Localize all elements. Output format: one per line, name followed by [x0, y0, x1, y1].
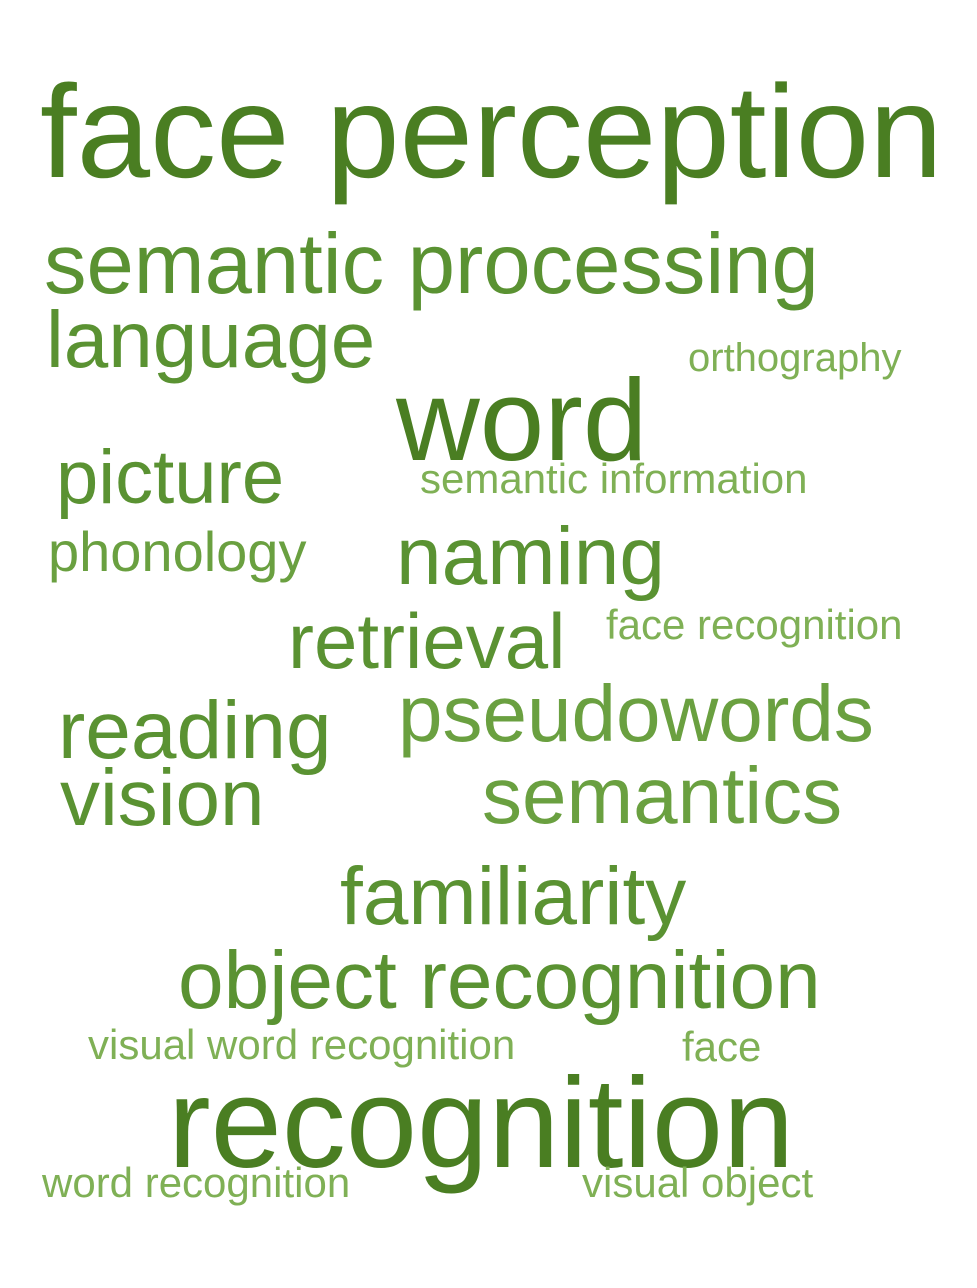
- word-pseudowords: pseudowords: [398, 669, 874, 758]
- word-semantic-information: semantic information: [420, 455, 808, 502]
- word-visual-word-recognition: visual word recognition: [88, 1021, 516, 1068]
- word-language: language: [46, 295, 376, 384]
- word-naming: naming: [396, 511, 665, 602]
- word-face-recognition: face recognition: [606, 601, 903, 648]
- word-word-recognition: word recognition: [42, 1159, 351, 1206]
- word-word: word: [396, 355, 648, 485]
- word-orthography: orthography: [688, 336, 902, 380]
- word-semantics: semantics: [482, 751, 843, 840]
- word-face-perception: face perception: [40, 58, 943, 205]
- word-recognition: recognition: [168, 1052, 795, 1195]
- word-reading: reading: [58, 685, 332, 776]
- word-familiarity: familiarity: [340, 851, 687, 942]
- word-phonology: phonology: [48, 520, 307, 583]
- word-object-recognition: object recognition: [178, 935, 821, 1026]
- word-face: face: [682, 1023, 762, 1070]
- word-visual-object: visual object: [582, 1159, 814, 1206]
- word-semantic-processing: semantic processing: [44, 217, 819, 312]
- word-retrieval: retrieval: [288, 597, 566, 685]
- word-vision: vision: [60, 753, 265, 842]
- word-picture: picture: [56, 435, 285, 520]
